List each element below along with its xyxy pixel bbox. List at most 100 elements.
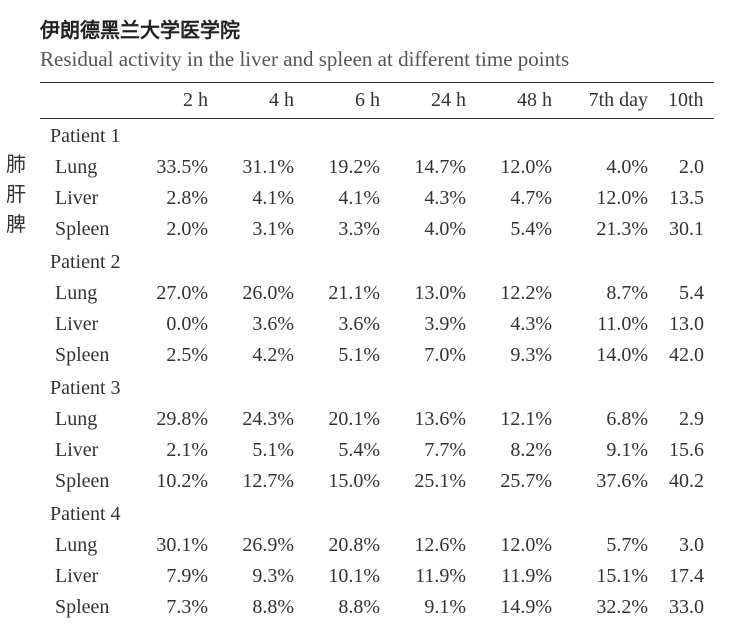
data-cell: 3.1% bbox=[218, 214, 304, 245]
data-cell: 15.6 bbox=[658, 435, 714, 466]
data-cell: 3.3% bbox=[304, 214, 390, 245]
organ-label: Lung bbox=[40, 530, 132, 561]
data-cell: 8.8% bbox=[304, 592, 390, 623]
data-cell: 32.2% bbox=[562, 592, 658, 623]
table-row: Liver7.9%9.3%10.1%11.9%11.9%15.1%17.4 bbox=[40, 561, 714, 592]
table-caption: Residual activity in the liver and splee… bbox=[40, 47, 747, 72]
data-cell: 12.0% bbox=[562, 183, 658, 214]
organ-label: Liver bbox=[40, 183, 132, 214]
data-cell: 31.1% bbox=[218, 152, 304, 183]
data-cell: 13.5 bbox=[658, 183, 714, 214]
organ-label: Liver bbox=[40, 561, 132, 592]
table-row: Liver0.0%3.6%3.6%3.9%4.3%11.0%13.0 bbox=[40, 309, 714, 340]
data-cell: 29.8% bbox=[132, 404, 218, 435]
data-cell: 42.0 bbox=[658, 340, 714, 371]
data-cell: 3.6% bbox=[218, 309, 304, 340]
data-cell: 11.9% bbox=[476, 561, 562, 592]
data-cell: 11.0% bbox=[562, 309, 658, 340]
table-row: Patient 4 bbox=[40, 497, 714, 530]
data-cell: 7.3% bbox=[132, 592, 218, 623]
table-row: Lung27.0%26.0%21.1%13.0%12.2%8.7%5.4 bbox=[40, 278, 714, 309]
table-row: Liver2.1%5.1%5.4%7.7%8.2%9.1%15.6 bbox=[40, 435, 714, 466]
data-cell: 33.0 bbox=[658, 592, 714, 623]
organ-label: Lung bbox=[40, 278, 132, 309]
col-header: 2 h bbox=[132, 83, 218, 119]
table-row: Spleen7.3%8.8%8.8%9.1%14.9%32.2%33.0 bbox=[40, 592, 714, 623]
data-cell: 25.1% bbox=[390, 466, 476, 497]
page-title-cn: 伊朗德黑兰大学医学院 bbox=[40, 14, 747, 43]
data-cell: 5.7% bbox=[562, 530, 658, 561]
data-cell: 9.1% bbox=[390, 592, 476, 623]
organ-label: Lung bbox=[40, 404, 132, 435]
table-row: Patient 2 bbox=[40, 245, 714, 278]
data-cell: 7.7% bbox=[390, 435, 476, 466]
patient-header: Patient 3 bbox=[40, 371, 714, 404]
data-cell: 7.9% bbox=[132, 561, 218, 592]
data-cell: 12.7% bbox=[218, 466, 304, 497]
data-cell: 4.1% bbox=[218, 183, 304, 214]
col-header: 24 h bbox=[390, 83, 476, 119]
data-cell: 3.6% bbox=[304, 309, 390, 340]
data-cell: 10.1% bbox=[304, 561, 390, 592]
patient-header: Patient 4 bbox=[40, 497, 714, 530]
data-cell: 24.3% bbox=[218, 404, 304, 435]
table-row: Liver2.8%4.1%4.1%4.3%4.7%12.0%13.5 bbox=[40, 183, 714, 214]
table-row: Patient 3 bbox=[40, 371, 714, 404]
data-cell: 13.0 bbox=[658, 309, 714, 340]
organ-label: Liver bbox=[40, 435, 132, 466]
data-cell: 4.2% bbox=[218, 340, 304, 371]
data-cell: 3.9% bbox=[390, 309, 476, 340]
table-row: Lung29.8%24.3%20.1%13.6%12.1%6.8%2.9 bbox=[40, 404, 714, 435]
data-cell: 15.1% bbox=[562, 561, 658, 592]
data-cell: 4.7% bbox=[476, 183, 562, 214]
data-cell: 21.3% bbox=[562, 214, 658, 245]
organ-label: Lung bbox=[40, 152, 132, 183]
data-cell: 33.5% bbox=[132, 152, 218, 183]
data-cell: 14.9% bbox=[476, 592, 562, 623]
data-cell: 26.0% bbox=[218, 278, 304, 309]
data-cell: 6.8% bbox=[562, 404, 658, 435]
data-cell: 13.0% bbox=[390, 278, 476, 309]
data-cell: 7.0% bbox=[390, 340, 476, 371]
data-cell: 12.0% bbox=[476, 530, 562, 561]
data-cell: 20.8% bbox=[304, 530, 390, 561]
data-cell: 4.3% bbox=[476, 309, 562, 340]
patient-header: Patient 2 bbox=[40, 245, 714, 278]
col-header: 6 h bbox=[304, 83, 390, 119]
data-cell: 12.6% bbox=[390, 530, 476, 561]
data-cell: 15.0% bbox=[304, 466, 390, 497]
organ-label: Spleen bbox=[40, 592, 132, 623]
data-cell: 25.7% bbox=[476, 466, 562, 497]
data-cell: 5.4 bbox=[658, 278, 714, 309]
data-cell: 12.0% bbox=[476, 152, 562, 183]
data-cell: 4.0% bbox=[562, 152, 658, 183]
col-header: 10th bbox=[658, 83, 714, 119]
data-cell: 19.2% bbox=[304, 152, 390, 183]
data-cell: 27.0% bbox=[132, 278, 218, 309]
col-header-blank bbox=[40, 83, 132, 119]
col-header: 7th day bbox=[562, 83, 658, 119]
data-cell: 3.0 bbox=[658, 530, 714, 561]
data-cell: 2.9 bbox=[658, 404, 714, 435]
data-cell: 2.0 bbox=[658, 152, 714, 183]
organ-label: Spleen bbox=[40, 466, 132, 497]
data-cell: 5.1% bbox=[218, 435, 304, 466]
col-header: 4 h bbox=[218, 83, 304, 119]
table-row: Lung30.1%26.9%20.8%12.6%12.0%5.7%3.0 bbox=[40, 530, 714, 561]
data-cell: 2.5% bbox=[132, 340, 218, 371]
side-label-liver: 肝 bbox=[6, 178, 26, 207]
data-cell: 8.7% bbox=[562, 278, 658, 309]
data-cell: 13.6% bbox=[390, 404, 476, 435]
table-row: Spleen10.2%12.7%15.0%25.1%25.7%37.6%40.2 bbox=[40, 466, 714, 497]
table-row: Spleen2.0%3.1%3.3%4.0%5.4%21.3%30.1 bbox=[40, 214, 714, 245]
data-cell: 5.4% bbox=[476, 214, 562, 245]
data-cell: 4.0% bbox=[390, 214, 476, 245]
data-cell: 30.1 bbox=[658, 214, 714, 245]
data-cell: 12.2% bbox=[476, 278, 562, 309]
data-cell: 2.1% bbox=[132, 435, 218, 466]
data-cell: 0.0% bbox=[132, 309, 218, 340]
organ-label: Liver bbox=[40, 309, 132, 340]
table-row: Spleen2.5%4.2%5.1%7.0%9.3%14.0%42.0 bbox=[40, 340, 714, 371]
data-cell: 10.2% bbox=[132, 466, 218, 497]
side-label-lung: 肺 bbox=[6, 148, 26, 177]
